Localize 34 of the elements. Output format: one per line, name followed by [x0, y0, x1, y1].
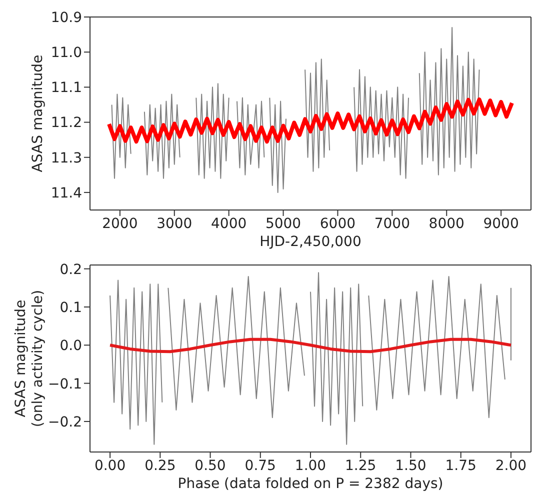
y-tick-label: 11.3 — [50, 150, 82, 166]
x-tick-label: 1.25 — [345, 458, 376, 474]
x-tick-label: 0.75 — [244, 458, 276, 474]
x-tick-label: 2.00 — [495, 458, 527, 474]
x-tick-label: 0.25 — [144, 458, 176, 474]
y-tick-label: −0.2 — [48, 414, 82, 430]
y-tick-label: 0.1 — [60, 300, 82, 316]
y-axis-title: ASAS magnitude (only activity cycle) — [13, 290, 46, 428]
x-tick-label: 0.50 — [194, 458, 226, 474]
x-axis-title: Phase (data folded on P = 2382 days) — [178, 476, 444, 492]
x-axis-title: HJD-2,450,000 — [260, 234, 362, 250]
y-axis-title: ASAS magnitude — [30, 54, 46, 172]
line-series — [107, 97, 514, 144]
x-tick-label: 1.00 — [294, 458, 326, 474]
x-tick-label: 1.50 — [395, 458, 426, 474]
x-tick-label: 6000 — [320, 216, 356, 232]
y-tick-label: 11.1 — [50, 80, 82, 96]
x-tick-label: 1.75 — [445, 458, 476, 474]
x-tick-label: 4000 — [211, 216, 247, 232]
x-tick-label: 8000 — [428, 216, 464, 232]
y-tick-label: 11.4 — [50, 185, 82, 202]
y-tick-label: 0.0 — [60, 338, 82, 354]
line-series — [108, 338, 512, 354]
y-tick-label: 11.2 — [50, 115, 82, 132]
x-tick-label: 7000 — [374, 216, 410, 232]
y-tick-label: 11.0 — [50, 45, 82, 62]
x-tick-label: 3000 — [156, 216, 192, 232]
x-tick-label: 0.00 — [94, 458, 126, 474]
y-tick-label: 0.2 — [60, 262, 82, 278]
x-tick-label: 5000 — [265, 216, 302, 232]
x-tick-label: 2000 — [102, 216, 138, 232]
y-tick-label: 10.9 — [50, 10, 82, 26]
x-tick-label: 9000 — [483, 216, 519, 232]
y-tick-label: −0.1 — [48, 376, 82, 392]
